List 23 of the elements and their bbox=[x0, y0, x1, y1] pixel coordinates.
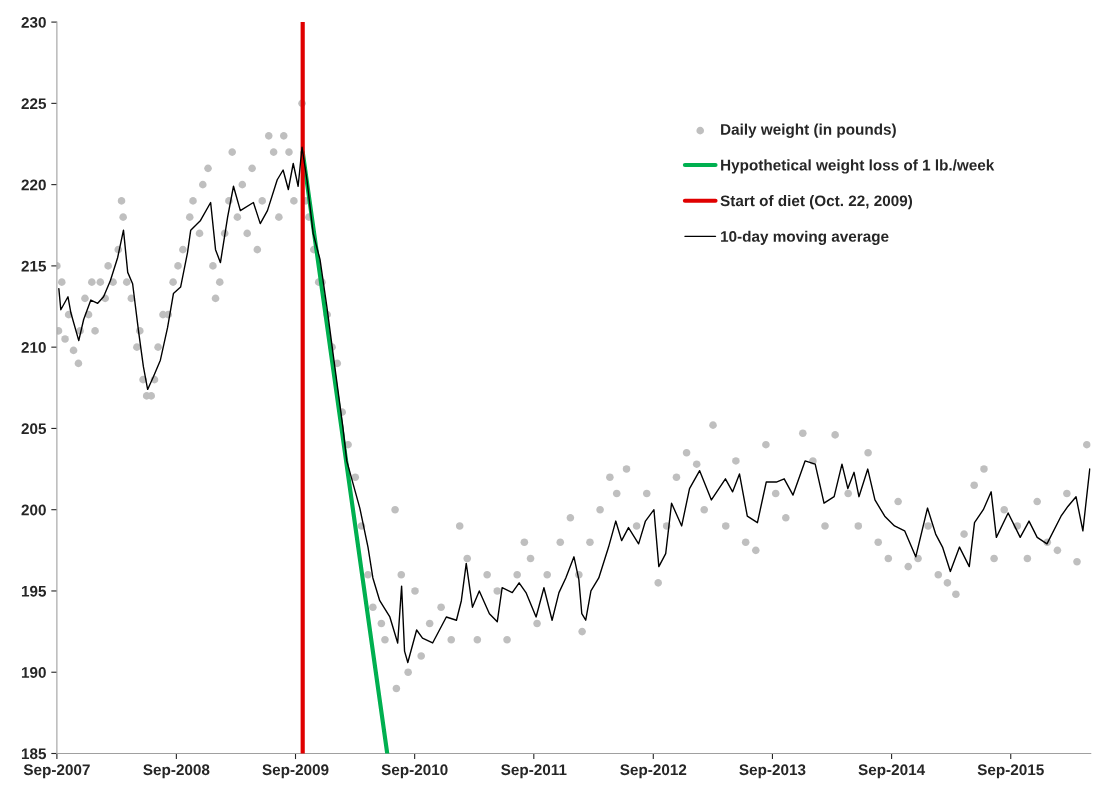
legend-label: Start of diet (Oct. 22, 2009) bbox=[720, 195, 913, 210]
legend-label: Daily weight (in pounds) bbox=[721, 123, 896, 138]
y-tick-label: 185 bbox=[21, 748, 47, 760]
x-tick-label: Sep-2015 bbox=[977, 764, 1044, 779]
y-tick-label: 190 bbox=[21, 667, 46, 678]
x-tick-label: Sep-2014 bbox=[858, 764, 926, 779]
x-tick-label: Sep-2010 bbox=[381, 764, 448, 779]
x-tick-label: Sep-2009 bbox=[262, 764, 329, 779]
y-tick-label: 205 bbox=[21, 423, 47, 435]
x-tick-label: Sep-2013 bbox=[739, 764, 806, 779]
y-tick-label: 220 bbox=[21, 179, 46, 191]
legend-label: Hypothetical weight loss of 1 lb./week bbox=[721, 159, 995, 174]
x-tick-label: Sep-2012 bbox=[620, 764, 687, 779]
y-tick-label: 200 bbox=[21, 504, 46, 516]
y-tick-label: 195 bbox=[21, 585, 47, 597]
y-tick-label: 210 bbox=[21, 342, 46, 353]
x-tick-label: Sep-2008 bbox=[143, 764, 210, 779]
x-tick-label: Sep-2011 bbox=[501, 764, 567, 779]
legend-label: 10-day moving average bbox=[721, 230, 889, 245]
y-tick-label: 230 bbox=[21, 16, 46, 28]
y-tick-label: 215 bbox=[21, 260, 47, 272]
y-tick-label: 225 bbox=[21, 98, 47, 110]
x-tick-label: Sep-2007 bbox=[23, 764, 90, 779]
